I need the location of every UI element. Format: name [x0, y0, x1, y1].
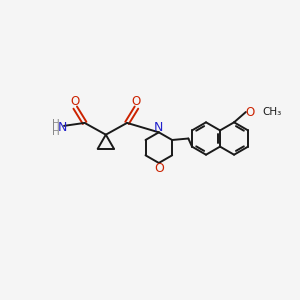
- Text: H: H: [52, 127, 60, 137]
- Text: O: O: [70, 95, 80, 108]
- Text: O: O: [246, 106, 255, 118]
- Text: H: H: [52, 119, 60, 129]
- Text: N: N: [154, 121, 164, 134]
- Text: O: O: [132, 95, 141, 108]
- Text: O: O: [154, 162, 164, 175]
- Text: CH₃: CH₃: [262, 107, 281, 117]
- Text: N: N: [58, 121, 67, 134]
